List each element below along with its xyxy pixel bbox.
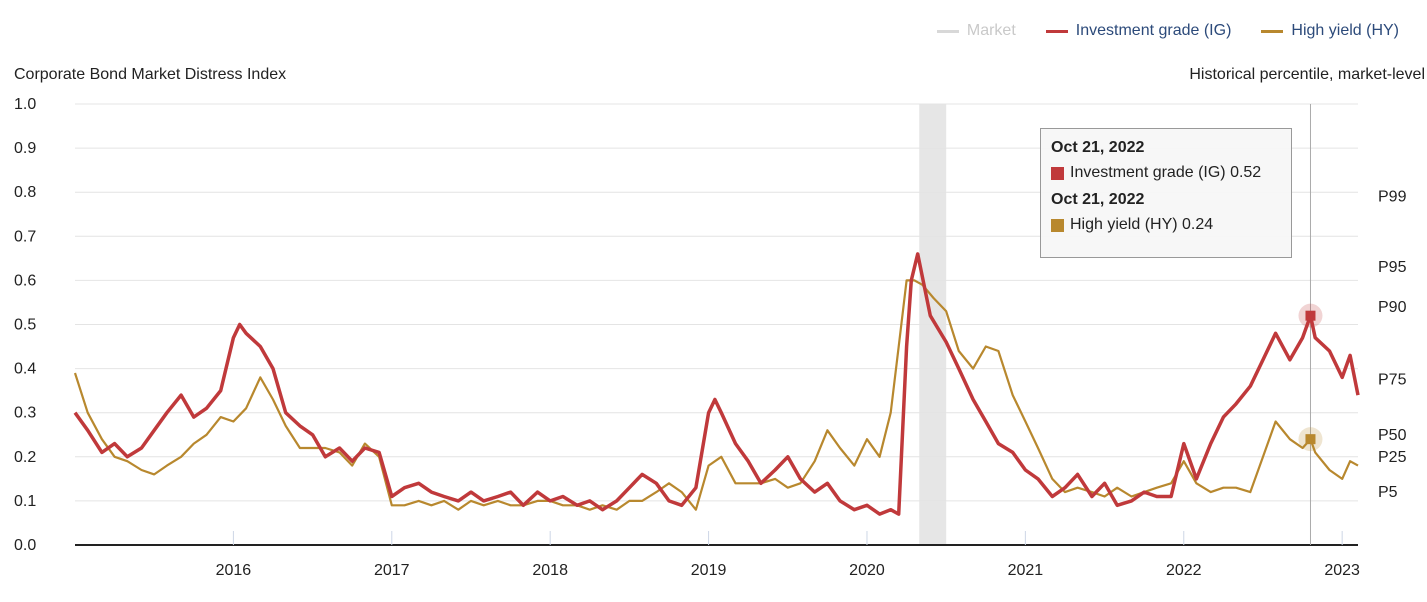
y-tick-label: 0.1 — [14, 493, 36, 510]
series-line-hy — [73, 279, 1359, 511]
legend-item-ig[interactable]: Investment grade (IG) — [1045, 22, 1232, 40]
x-tick-label: 2016 — [216, 562, 252, 579]
y-tick-label: 0.8 — [14, 184, 36, 201]
percentile-label: P95 — [1378, 259, 1407, 276]
y-tick-label: 0.6 — [14, 272, 36, 289]
y-tick-label: 0.9 — [14, 140, 36, 157]
right-axis-title: Historical percentile, market-level — [1189, 66, 1425, 83]
y-tick-label: 0.3 — [14, 405, 36, 422]
tooltip-date-ig: Oct 21, 2022 — [1051, 139, 1145, 156]
legend-label-hy: High yield (HY) — [1291, 22, 1399, 39]
legend: Market Investment grade (IG) High yield … — [936, 22, 1399, 40]
y-tick-label: 0.7 — [14, 228, 36, 245]
percentile-label: P99 — [1378, 189, 1407, 206]
x-tick-label: 2023 — [1324, 562, 1360, 579]
percentile-label: P25 — [1378, 449, 1407, 466]
legend-label-ig: Investment grade (IG) — [1075, 22, 1232, 39]
chart-title: Corporate Bond Market Distress Index — [14, 66, 287, 83]
hover-marker-ig — [1305, 310, 1316, 321]
y-tick-label: 0.0 — [14, 537, 36, 554]
legend-swatch-ig — [1045, 29, 1068, 33]
percentile-label: P90 — [1378, 299, 1407, 316]
legend-swatch-hy — [1261, 29, 1284, 33]
hover-marker-hy — [1305, 434, 1316, 445]
x-tick-label: 2017 — [374, 562, 410, 579]
x-tick-label: 2018 — [532, 562, 568, 579]
y-tick-label: 0.5 — [14, 317, 36, 334]
tooltip-date-hy: Oct 21, 2022 — [1051, 191, 1145, 208]
y-tick-label: 1.0 — [14, 96, 36, 113]
tooltip-row-ig: Investment grade (IG) 0.52 — [1051, 164, 1281, 182]
series-line-ig — [73, 252, 1360, 516]
tooltip: Oct 21, 2022 Investment grade (IG) 0.52 … — [1040, 128, 1292, 258]
x-tick-label: 2021 — [1008, 562, 1044, 579]
tooltip-text-ig: Investment grade (IG) 0.52 — [1070, 164, 1262, 181]
tooltip-swatch-ig — [1051, 166, 1064, 180]
y-tick-label: 0.2 — [14, 449, 36, 466]
tooltip-text-hy: High yield (HY) 0.24 — [1070, 216, 1214, 233]
x-tick-label: 2019 — [691, 562, 727, 579]
tooltip-swatch-hy — [1051, 218, 1064, 232]
percentile-label: P75 — [1378, 372, 1407, 389]
y-tick-label: 0.4 — [14, 361, 36, 378]
legend-item-hy[interactable]: High yield (HY) — [1261, 22, 1399, 40]
legend-item-market[interactable]: Market — [936, 22, 1016, 40]
percentile-label: P50 — [1378, 427, 1407, 444]
legend-swatch-market — [936, 29, 959, 33]
percentile-label: P5 — [1378, 484, 1398, 501]
x-tick-label: 2020 — [849, 562, 885, 579]
x-tick-label: 2022 — [1166, 562, 1202, 579]
tooltip-row-hy: High yield (HY) 0.24 — [1051, 216, 1281, 234]
legend-label-market: Market — [966, 22, 1016, 39]
